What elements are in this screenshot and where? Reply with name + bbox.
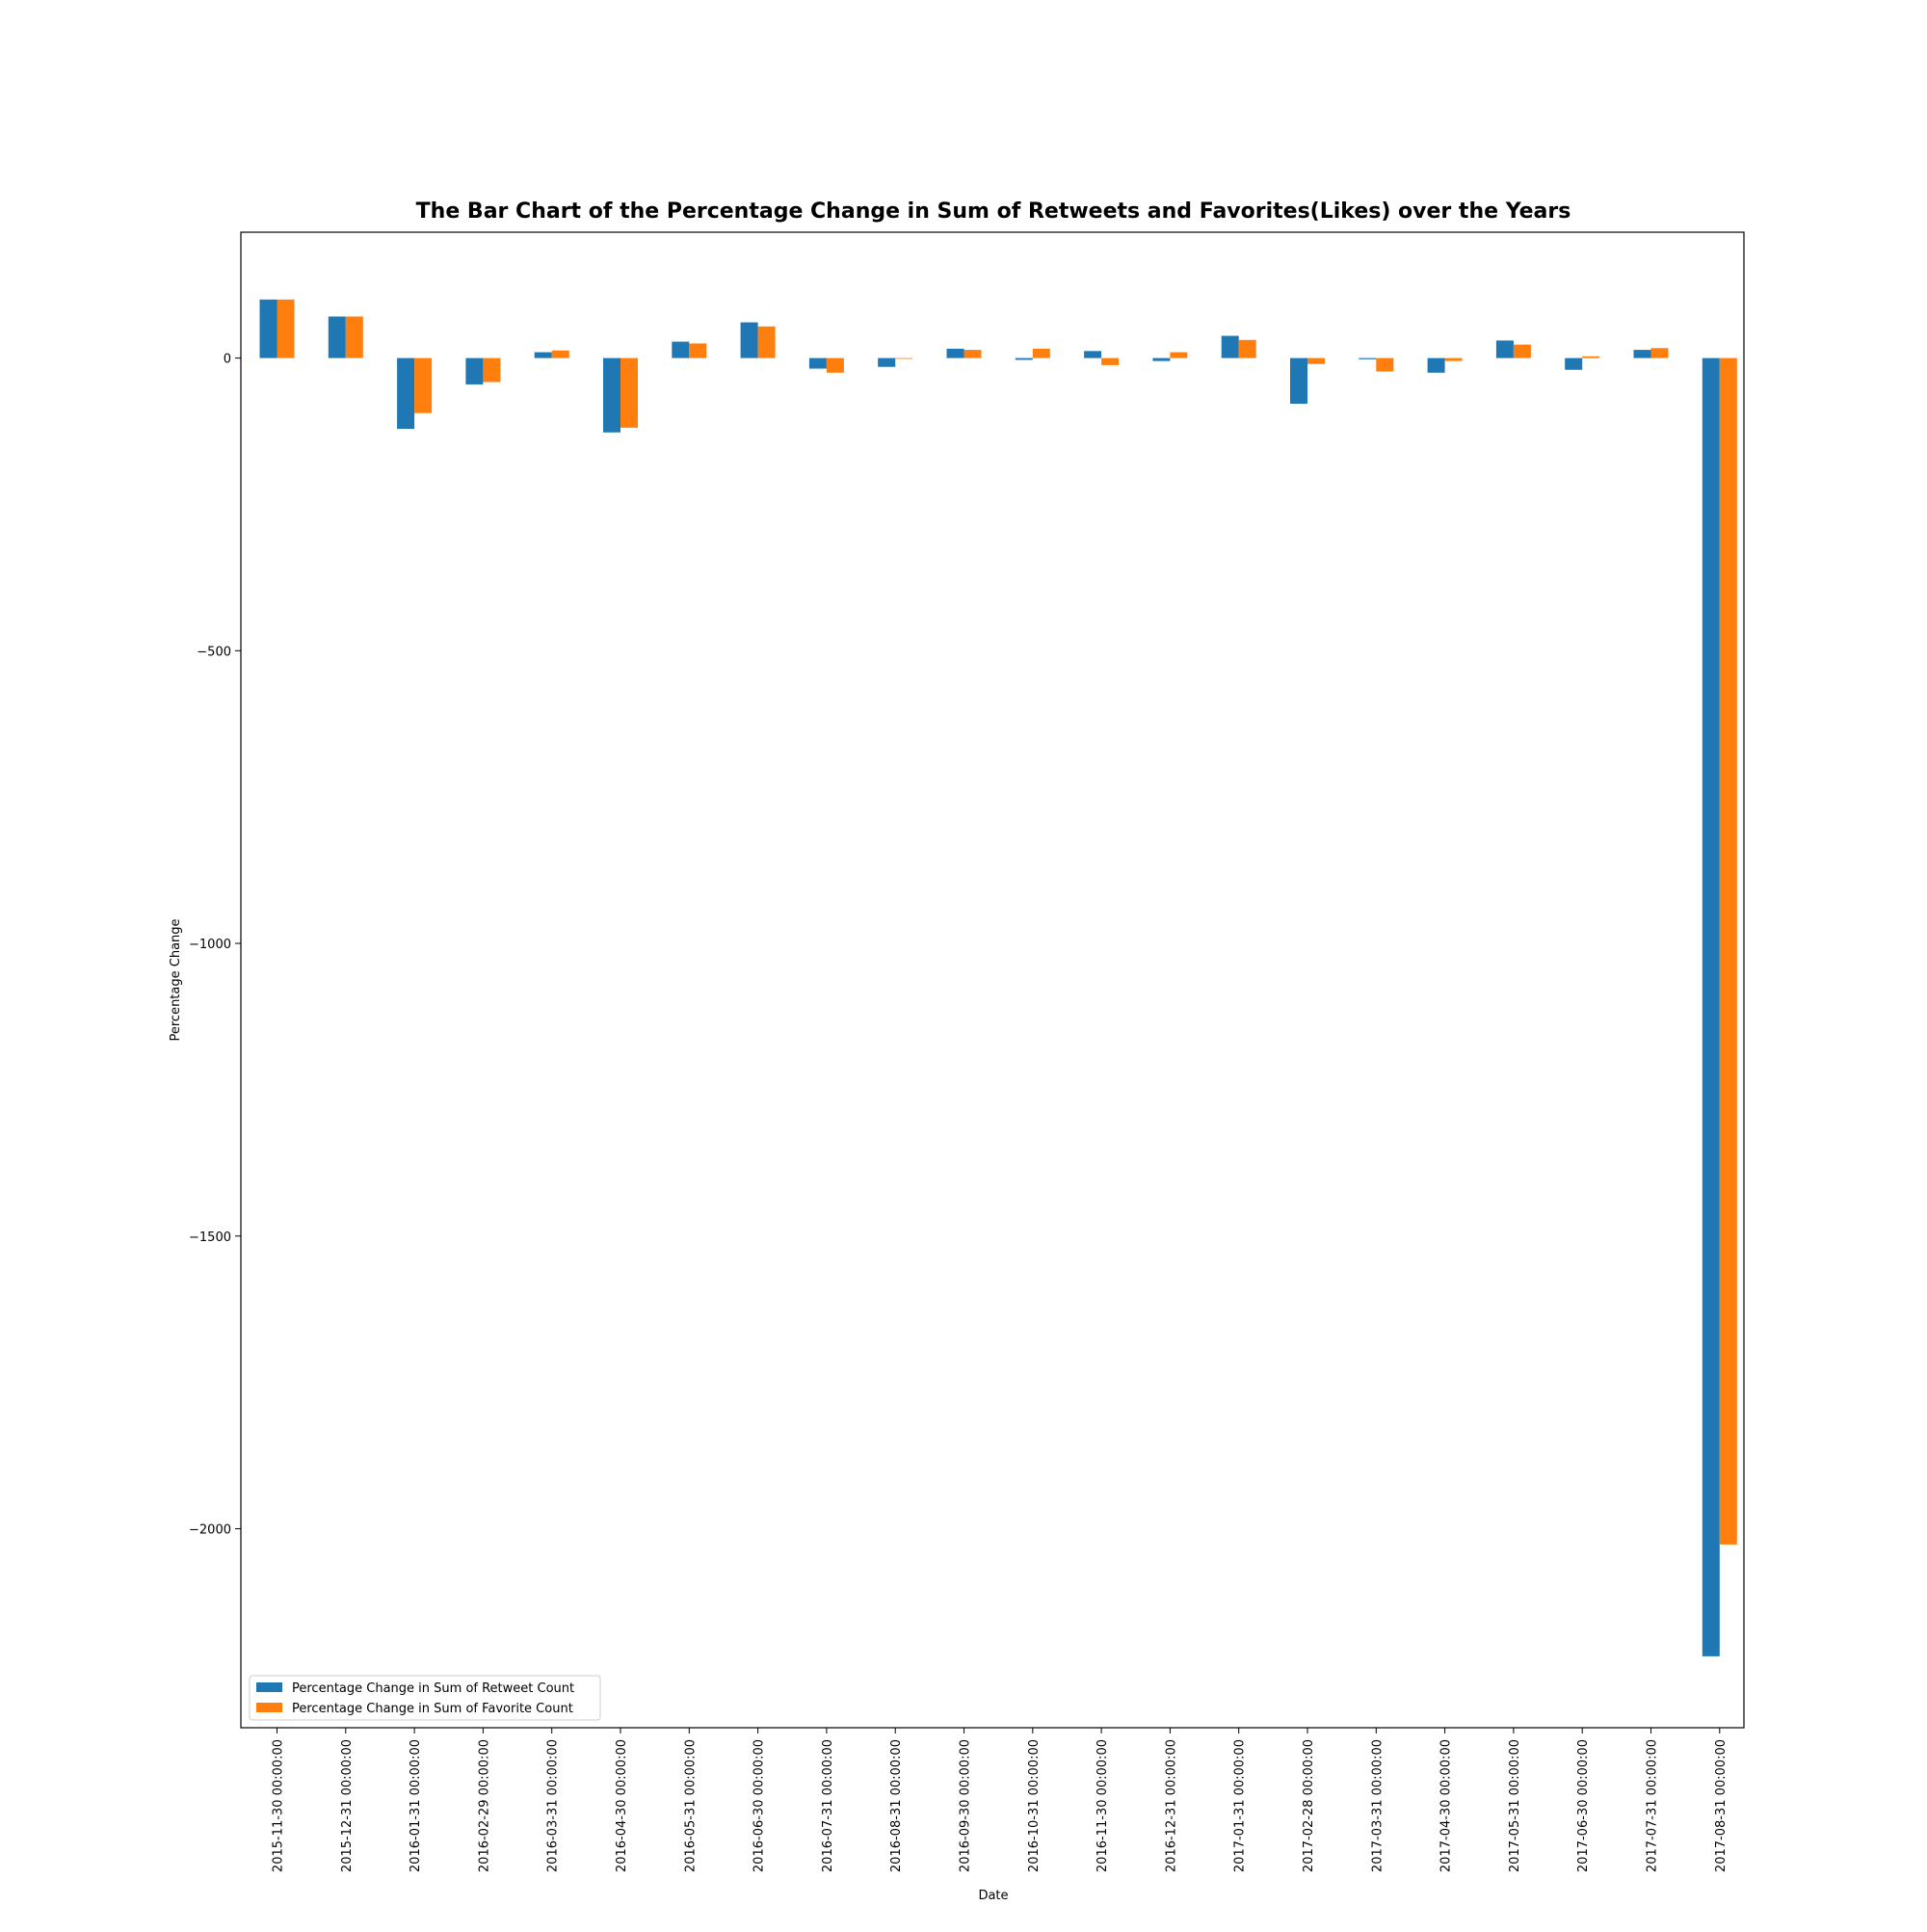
x-tick-label-6: 2016-05-31 00:00:00 — [683, 1739, 698, 1872]
favorite-bar-9 — [895, 357, 913, 359]
retweet-bar-18 — [1495, 340, 1514, 358]
favorite-bar-11 — [1032, 348, 1050, 358]
favorite-bar-18 — [1513, 344, 1531, 358]
x-axis-label: Date — [978, 1889, 1008, 1903]
favorite-bar-19 — [1582, 356, 1600, 358]
y-tick-label-0: 0 — [224, 353, 231, 367]
favorite-bar-1 — [345, 316, 363, 358]
x-axis: 2015-11-30 00:00:00 2015-12-31 00:00:00 20… — [272, 1728, 1729, 1872]
bars-layer — [259, 299, 1737, 1656]
legend: Percentage Change in Sum of Retweet Coun… — [249, 1675, 601, 1721]
favorite-bar-6 — [689, 343, 707, 358]
legend-label-favorite: Percentage Change in Sum of Favorite Cou… — [292, 1702, 573, 1716]
retweet-bar-3 — [465, 357, 484, 384]
retweet-bar-15 — [1290, 357, 1307, 404]
x-tick-label-7: 2016-06-30 00:00:00 — [752, 1739, 767, 1872]
retweet-bar-9 — [878, 357, 896, 367]
legend-box — [249, 1675, 601, 1721]
retweet-bar-16 — [1359, 357, 1377, 359]
x-tick-label-12: 2016-11-30 00:00:00 — [1095, 1739, 1110, 1872]
x-tick-label-3: 2016-02-29 00:00:00 — [477, 1739, 491, 1872]
x-tick-label-14: 2017-01-31 00:00:00 — [1233, 1739, 1248, 1872]
retweet-bar-19 — [1565, 357, 1583, 370]
retweet-bar-21 — [1702, 357, 1720, 1656]
favorite-bar-4 — [551, 350, 569, 358]
x-tick-label-17: 2017-04-30 00:00:00 — [1439, 1739, 1454, 1872]
retweet-bar-5 — [603, 357, 620, 433]
legend-swatch-retweet — [256, 1682, 282, 1692]
y-tick-label-1: −500 — [197, 645, 231, 659]
retweet-bar-17 — [1427, 357, 1445, 373]
y-tick-label-2: −1000 — [189, 938, 231, 952]
favorite-bar-14 — [1238, 339, 1256, 358]
favorite-bar-17 — [1444, 357, 1463, 361]
retweet-bar-0 — [259, 299, 277, 358]
retweet-bar-4 — [534, 352, 552, 358]
y-tick-label-4: −2000 — [189, 1522, 231, 1537]
x-tick-label-1: 2015-12-31 00:00:00 — [340, 1739, 355, 1872]
favorite-bar-20 — [1650, 348, 1669, 358]
x-tick-label-4: 2016-03-31 00:00:00 — [546, 1739, 561, 1872]
favorite-bar-3 — [483, 357, 501, 383]
x-tick-label-0: 2015-11-30 00:00:00 — [272, 1739, 286, 1872]
favorite-bar-13 — [1170, 352, 1188, 358]
chart-title: The Bar Chart of the Percentage Change i… — [416, 199, 1571, 224]
x-tick-label-8: 2016-07-31 00:00:00 — [821, 1739, 835, 1872]
retweet-bar-6 — [672, 341, 690, 358]
retweet-bar-2 — [397, 357, 415, 430]
x-tick-label-2: 2016-01-31 00:00:00 — [409, 1739, 423, 1872]
retweet-bar-20 — [1633, 350, 1651, 358]
retweet-bar-13 — [1152, 357, 1171, 361]
x-tick-label-13: 2016-12-31 00:00:00 — [1164, 1739, 1178, 1872]
favorite-bar-10 — [964, 350, 982, 358]
favorite-bar-15 — [1307, 357, 1325, 364]
favorite-bar-0 — [277, 299, 295, 358]
plot-area-frame — [240, 231, 1745, 1729]
x-tick-label-21: 2017-08-31 00:00:00 — [1714, 1739, 1729, 1872]
favorite-bar-8 — [826, 357, 844, 373]
x-tick-label-18: 2017-05-31 00:00:00 — [1508, 1739, 1522, 1872]
favorite-bar-2 — [414, 357, 433, 413]
retweet-bar-14 — [1221, 335, 1239, 358]
legend-swatch-favorite — [256, 1703, 282, 1712]
favorite-bar-16 — [1376, 357, 1394, 372]
x-tick-label-10: 2016-09-30 00:00:00 — [959, 1739, 973, 1872]
x-tick-label-19: 2017-06-30 00:00:00 — [1576, 1739, 1591, 1872]
x-tick-label-20: 2017-07-31 00:00:00 — [1646, 1739, 1660, 1872]
x-tick-label-15: 2017-02-28 00:00:00 — [1302, 1739, 1316, 1872]
x-tick-label-11: 2016-10-31 00:00:00 — [1027, 1739, 1042, 1872]
retweet-bar-10 — [946, 348, 964, 358]
retweet-bar-11 — [1015, 357, 1033, 360]
favorite-bar-12 — [1101, 357, 1120, 365]
retweet-bar-12 — [1084, 351, 1102, 358]
y-axis-label: Percentage Change — [169, 918, 183, 1041]
x-tick-label-16: 2017-03-31 00:00:00 — [1370, 1739, 1385, 1872]
favorite-bar-7 — [757, 326, 776, 358]
favorite-bar-21 — [1719, 357, 1737, 1545]
legend-label-retweet: Percentage Change in Sum of Retweet Coun… — [292, 1681, 574, 1696]
favorite-bar-5 — [620, 357, 638, 428]
y-axis: 0 −500 −1000 −1500 −2000 — [189, 353, 241, 1537]
retweet-bar-1 — [328, 316, 346, 358]
retweet-bar-8 — [808, 357, 827, 369]
x-tick-label-5: 2016-04-30 00:00:00 — [615, 1739, 629, 1872]
y-tick-label-3: −1500 — [189, 1231, 231, 1245]
x-tick-label-9: 2016-08-31 00:00:00 — [889, 1739, 904, 1872]
retweet-bar-7 — [740, 322, 758, 358]
